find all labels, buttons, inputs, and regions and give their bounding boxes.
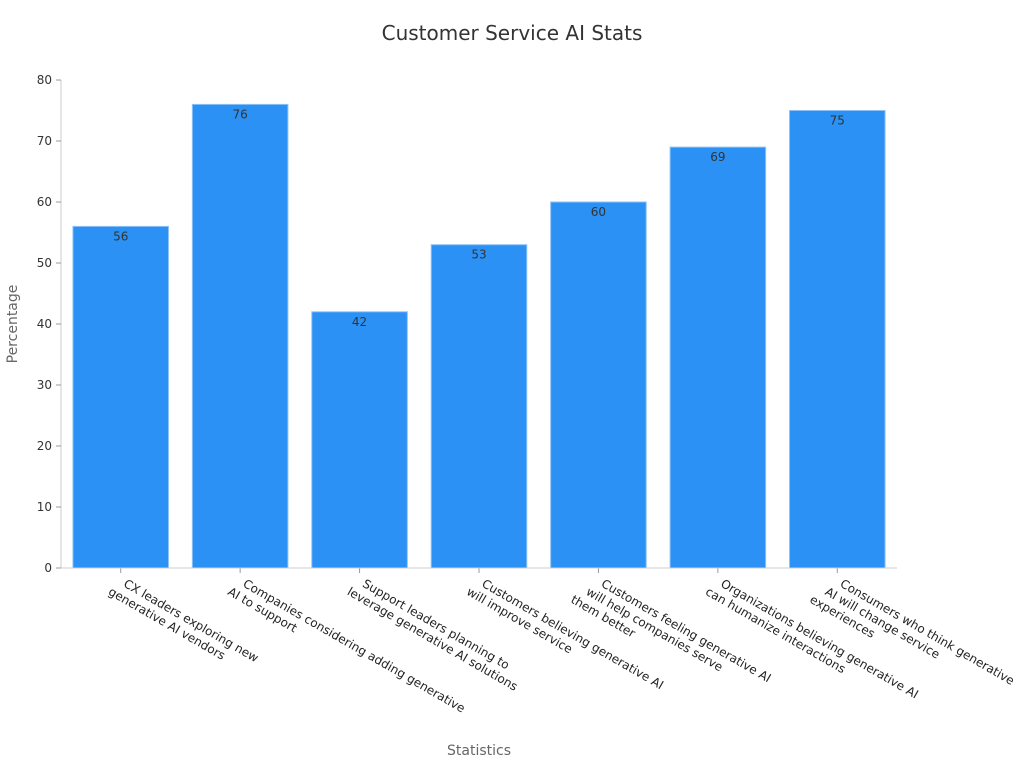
y-tick-label: 40 — [37, 317, 52, 331]
y-axis: 0 10 20 30 40 50 60 70 80 — [37, 73, 62, 575]
chart-title: Customer Service AI Stats — [382, 21, 643, 45]
x-tick-label: Organizations believing generative AIcan… — [703, 572, 921, 714]
bar — [789, 110, 886, 569]
y-tick-label: 70 — [37, 134, 52, 148]
bars-group: 56 76 42 53 60 69 75 — [72, 103, 886, 569]
y-tick-label: 60 — [37, 195, 52, 209]
y-tick-label: 30 — [37, 378, 52, 392]
y-tick-label: 10 — [37, 500, 52, 514]
y-tick-label: 80 — [37, 73, 52, 87]
y-tick-label: 20 — [37, 439, 52, 453]
y-tick-label: 0 — [44, 561, 52, 575]
x-axis-title: Statistics — [447, 743, 511, 759]
data-label: 42 — [352, 315, 367, 329]
bar — [669, 146, 767, 569]
bar — [191, 103, 289, 569]
bar — [311, 311, 408, 569]
data-label: 56 — [113, 229, 128, 243]
data-label: 75 — [830, 114, 845, 128]
data-label: 69 — [710, 150, 725, 164]
data-label: 53 — [471, 248, 486, 262]
y-axis-title: Percentage — [5, 285, 21, 364]
data-label: 60 — [591, 205, 606, 219]
y-tick-label: 50 — [37, 256, 52, 270]
bar — [72, 225, 169, 569]
bar — [550, 201, 647, 569]
x-axis: CX leaders exploring newgenerative AI ve… — [61, 567, 1017, 716]
x-tick-label: Customers believing generative AIwill im… — [464, 572, 666, 705]
data-label: 76 — [233, 107, 248, 121]
bar — [430, 244, 528, 569]
